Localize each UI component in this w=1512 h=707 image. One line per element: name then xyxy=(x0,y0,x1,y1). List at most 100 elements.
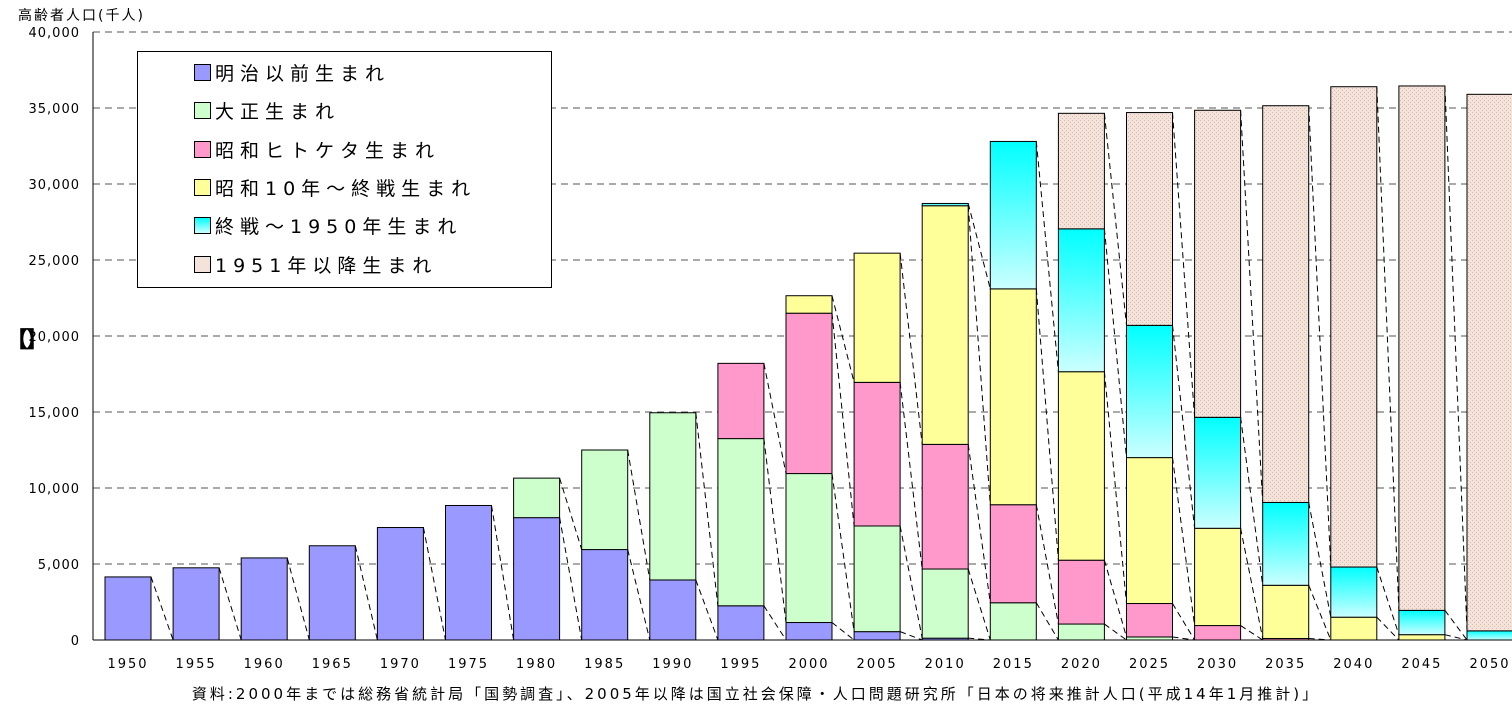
bar-segment xyxy=(989,140,1037,290)
bar-segment xyxy=(717,605,765,641)
x-tick-label: 2025 xyxy=(1129,657,1170,672)
y-tick-label: 5,000 xyxy=(38,558,80,573)
bar-segment xyxy=(649,412,697,581)
cohort-connector xyxy=(1444,85,1468,631)
x-tick-label: 1985 xyxy=(584,657,625,672)
bar-segment xyxy=(1262,584,1310,639)
legend-item: 終戦～1950年生まれ xyxy=(194,210,462,240)
cohort-connector xyxy=(1308,637,1331,641)
cohort-connector xyxy=(218,567,242,641)
legend-item: 1951年以降生まれ xyxy=(194,249,437,279)
cohort-connector xyxy=(968,637,991,641)
bar-segment xyxy=(649,579,697,641)
bar-segment xyxy=(1126,603,1173,638)
cohort-connector xyxy=(1172,112,1196,418)
bar-segment xyxy=(376,527,424,641)
legend-swatch xyxy=(194,178,211,196)
cohort-connector xyxy=(763,605,787,641)
cohort-connector xyxy=(627,549,651,641)
bar-segment xyxy=(308,545,356,641)
bar-segment xyxy=(1057,371,1105,561)
y-tick-label: 0 xyxy=(71,634,80,649)
legend: 明治以前生まれ 大正生まれ 昭和ヒトケタ生まれ 昭和10年～終戦生まれ 終戦～1… xyxy=(137,51,552,288)
bar-segment xyxy=(1330,616,1378,641)
cohort-connector xyxy=(899,525,923,639)
bar-segment xyxy=(1194,416,1242,529)
bar-segment xyxy=(513,517,561,641)
bar-segment xyxy=(1057,112,1105,230)
bar-segment xyxy=(989,288,1037,506)
cohort-connector xyxy=(1240,528,1264,639)
bar-segment xyxy=(853,525,901,633)
legend-swatch xyxy=(194,63,211,81)
bar-segment xyxy=(921,202,969,207)
x-tick-label: 1975 xyxy=(448,657,489,672)
cohort-connector xyxy=(1240,110,1264,503)
cohort-connector xyxy=(559,517,583,641)
cohort-connector xyxy=(899,631,923,641)
bar-segment xyxy=(1262,501,1310,586)
y-tick-label: 25,000 xyxy=(29,254,81,269)
bar-segment xyxy=(785,622,833,641)
y-tick-label: 10,000 xyxy=(29,482,81,497)
x-tick-label: 2005 xyxy=(857,657,898,672)
side-bracket-mark: 【】 xyxy=(6,328,48,353)
cohort-connector xyxy=(150,576,174,641)
bar-segment xyxy=(785,473,833,624)
cohort-connector xyxy=(763,438,787,623)
bar-segment xyxy=(1466,630,1512,641)
cohort-connector xyxy=(1035,602,1059,641)
bar-segment xyxy=(1466,93,1512,632)
bar-segment xyxy=(1262,105,1310,503)
cohort-connector xyxy=(1376,566,1400,635)
cohort-connector xyxy=(1035,504,1059,625)
cohort-connector xyxy=(967,444,991,603)
bar-segment xyxy=(921,205,969,445)
x-tick-label: 2040 xyxy=(1333,657,1374,672)
cohort-connector xyxy=(899,382,923,570)
bar-segment xyxy=(581,449,629,551)
legend-swatch xyxy=(194,101,211,119)
legend-label: 昭和ヒトケタ生まれ xyxy=(215,139,441,162)
x-tick-label: 2015 xyxy=(993,657,1034,672)
bar-segment xyxy=(581,549,629,641)
cohort-connector xyxy=(695,412,719,606)
legend-item: 昭和ヒトケタ生まれ xyxy=(194,134,440,164)
x-tick-label: 1955 xyxy=(176,657,217,672)
bar-segment xyxy=(853,252,901,383)
legend-label: 昭和10年～終戦生まれ xyxy=(215,177,477,200)
legend-item: 明治以前生まれ xyxy=(194,57,390,87)
cohort-connector xyxy=(1172,325,1196,529)
cohort-connector xyxy=(491,505,515,641)
y-tick-label: 20,000 xyxy=(29,330,81,345)
cohort-connector xyxy=(831,295,855,383)
bar-segment xyxy=(1126,112,1173,326)
x-tick-label: 1995 xyxy=(720,657,761,672)
y-tick-label: 15,000 xyxy=(29,406,81,421)
bar-segment xyxy=(989,602,1037,641)
x-tick-label: 1965 xyxy=(312,657,353,672)
bar-segment xyxy=(1126,457,1173,605)
x-tick-label: 2035 xyxy=(1265,657,1306,672)
cohort-connector xyxy=(695,579,719,641)
source-note: 資料:2000年までは総務省統計局「国勢調査」、2005年以降は国立社会保障・人… xyxy=(191,685,1321,703)
bar-segment xyxy=(1194,109,1242,418)
cohort-connector xyxy=(899,253,923,445)
x-tick-label: 1970 xyxy=(380,657,421,672)
cohort-connector xyxy=(967,203,991,290)
legend-item: 昭和10年～終戦生まれ xyxy=(194,172,476,202)
cohort-connector xyxy=(1376,616,1400,641)
cohort-connector xyxy=(1104,623,1127,641)
bar-segment xyxy=(921,568,969,639)
x-tick-label: 2030 xyxy=(1197,657,1238,672)
cohort-connector xyxy=(1308,585,1332,641)
cohort-connector xyxy=(559,477,583,550)
cohort-connector xyxy=(831,313,855,527)
cohort-connector xyxy=(354,545,378,641)
bar-segment xyxy=(513,477,561,519)
legend-label: 1951年以降生まれ xyxy=(215,254,438,277)
bar-segment xyxy=(1398,609,1446,636)
bar-segment xyxy=(1398,634,1446,641)
bar-segment xyxy=(853,381,901,527)
cohort-connector xyxy=(1172,457,1196,626)
